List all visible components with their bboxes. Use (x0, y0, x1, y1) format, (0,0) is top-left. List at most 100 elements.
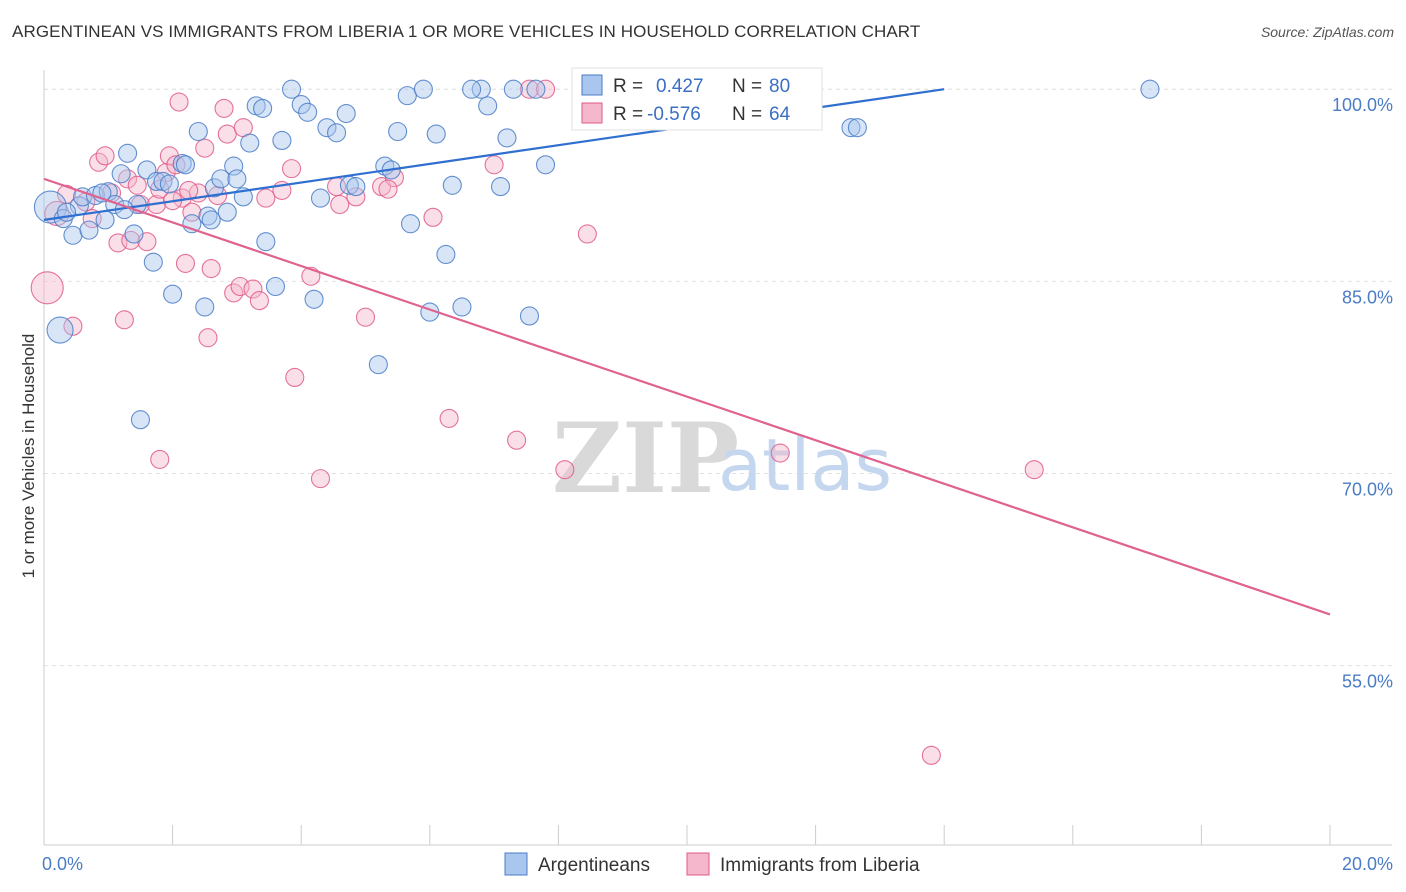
chart-source: Source: ZipAtlas.com (1260, 24, 1394, 40)
argentinean-point-63 (535, 155, 556, 175)
argentinean-point-33 (256, 232, 276, 252)
legend-label-argentineans: Argentineans (538, 855, 650, 876)
liberia-point-42 (310, 469, 331, 489)
liberia-point-17 (150, 179, 170, 199)
liberia-point-7 (95, 146, 115, 166)
argentinean-point-6 (79, 220, 99, 240)
argentinean-point-35 (272, 130, 292, 151)
liberia-point-58 (921, 745, 941, 765)
y-tick-labels: 55.0% 70.0% 85.0% 100.0% (1332, 95, 1393, 691)
liberia-point-53 (519, 79, 540, 99)
argentinean-point-59 (490, 177, 511, 197)
argentinean-point-23 (195, 297, 215, 317)
argentinean-point-24 (198, 206, 218, 226)
argentinean-point-56 (452, 297, 472, 317)
argentinean-point-34 (265, 276, 286, 297)
liberia-point-59 (1024, 460, 1044, 480)
axes (43, 70, 1392, 846)
argentinean-point-22 (188, 121, 208, 142)
x-tick-labels: 0.0% 20.0% (42, 854, 1393, 874)
argentinean-point-79 (201, 210, 221, 230)
argentinean-point-38 (298, 102, 318, 122)
watermark: ZIP atlas (552, 402, 892, 515)
argentinean-point-18 (159, 174, 179, 194)
argentinean-point-19 (163, 284, 183, 304)
argentinean-point-20 (172, 153, 192, 174)
stats-swatch-pink (581, 102, 603, 124)
liberia-point-57 (770, 443, 790, 463)
argentinean-point-1 (46, 316, 74, 344)
stats-pink-r-label: R = (613, 104, 643, 125)
liberia-point-23 (175, 253, 196, 273)
x-tick-label-min: 0.0% (42, 854, 83, 874)
y-tick-label-3: 100.0% (1332, 95, 1393, 115)
gridlines (44, 88, 1392, 667)
chart-title: ARGENTINEAN VS IMMIGRANTS FROM LIBERIA 1… (12, 22, 921, 41)
liberia-point-60 (150, 449, 170, 469)
stats-blue-r-label: R = (613, 76, 643, 97)
liberia-point-28 (201, 259, 221, 279)
argentinean-point-13 (124, 224, 144, 244)
liberia-point-49 (423, 207, 443, 227)
stats-blue-r-value: 0.427 (656, 76, 704, 97)
argentinean-point-49 (397, 86, 417, 106)
argentinean-point-36 (282, 79, 302, 99)
liberia-point-46 (355, 307, 376, 327)
liberia-point-50 (439, 408, 459, 428)
argentinean-point-53 (426, 124, 446, 144)
stats-box: R = 0.427 N = 80 R = -0.576 N = 64 (571, 67, 823, 131)
argentinean-point-54 (436, 244, 456, 265)
argentinean-point-72 (227, 169, 247, 189)
liberia-point-54 (535, 79, 556, 99)
stats-blue-n-label: N = (732, 76, 762, 97)
argentinean-point-75 (503, 79, 523, 99)
series-argentineans (33, 79, 1160, 430)
liberia-point-31 (217, 124, 237, 144)
liberia-point-21 (169, 92, 189, 112)
argentinean-point-43 (336, 104, 356, 124)
liberia-point-56 (577, 224, 597, 244)
watermark-zip: ZIP (552, 402, 739, 515)
argentinean-point-30 (240, 133, 260, 153)
y-tick-label-2: 85.0% (1342, 287, 1393, 307)
argentinean-point-55 (442, 175, 462, 195)
legend-label-liberia: Immigrants from Liberia (720, 855, 920, 876)
liberia-point-30 (214, 98, 234, 118)
argentinean-point-27 (217, 202, 237, 222)
argentinean-point-74 (462, 79, 482, 99)
stats-pink-n-label: N = (732, 104, 762, 125)
liberia-trend-line (43, 177, 1331, 616)
liberia-point-62 (378, 179, 398, 199)
argentinean-point-15 (143, 252, 163, 272)
argentinean-point-57 (471, 79, 491, 99)
y-axis-title: 1 or more Vehicles in Household (19, 334, 38, 579)
argentinean-point-3 (63, 225, 83, 245)
stats-box-frame (571, 67, 823, 131)
argentinean-point-41 (317, 118, 337, 138)
y-tick-label-0: 55.0% (1342, 672, 1393, 692)
legend-swatch-argentineans (504, 852, 528, 876)
argentinean-point-73 (346, 177, 366, 197)
legend-swatch-liberia (686, 852, 710, 876)
liberia-point-37 (256, 188, 276, 208)
stats-swatch-blue (581, 74, 603, 96)
liberia-point-35 (243, 279, 263, 299)
liberia-point-36 (249, 291, 269, 311)
liberia-point-11 (118, 169, 138, 189)
liberia-point-52 (507, 430, 527, 450)
argentinean-point-12 (118, 143, 138, 163)
argentinean-point-26 (211, 169, 231, 189)
argentinean-point-45 (368, 355, 388, 375)
x-tick-label-max: 20.0% (1342, 854, 1393, 874)
liberia-point-10 (114, 310, 134, 330)
liberia-point-27 (198, 328, 218, 348)
liberia-point-0 (30, 271, 64, 305)
liberia-point-51 (484, 155, 504, 175)
liberia-point-40 (285, 367, 305, 387)
argentinean-point-69 (130, 410, 150, 430)
liberia-point-39 (282, 159, 302, 179)
argentinean-point-60 (497, 128, 517, 148)
argentinean-point-71 (175, 155, 196, 175)
liberia-point-24 (182, 202, 202, 222)
liberia-point-55 (555, 460, 575, 480)
